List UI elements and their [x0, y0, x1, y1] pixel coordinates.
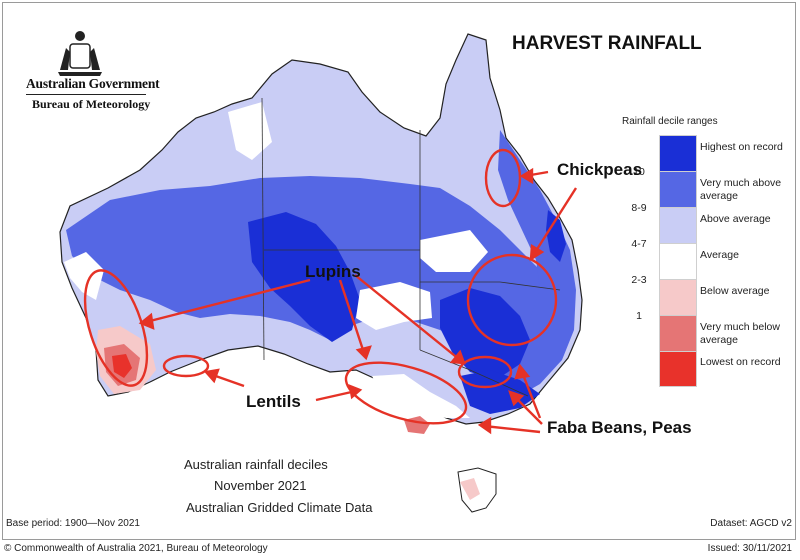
legend-label: Below average	[700, 285, 770, 297]
lupins-ellipse-wa	[83, 269, 149, 387]
lentils-label: Lentils	[246, 392, 301, 411]
annotation-arrows	[138, 167, 578, 435]
legend-swatch	[659, 351, 697, 387]
legend-label: Very much above average	[700, 177, 782, 202]
legend-decile: 1	[636, 310, 642, 322]
legend-swatch	[659, 279, 697, 317]
chickpeas-arrowhead-1	[519, 167, 534, 185]
chickpeas-ellipse-north	[484, 148, 522, 208]
dataset-label: Dataset: AGCD v2	[710, 518, 792, 529]
average-se-coast	[372, 374, 470, 418]
legend-decile: 8-9	[631, 202, 647, 214]
caption-line-2: November 2021	[214, 478, 307, 493]
nsw-vic-border	[419, 349, 529, 397]
branding-divider	[26, 94, 146, 95]
legend-row: Lowest on record	[650, 351, 800, 387]
faba-beans-peas-label: Faba Beans, Peas	[547, 418, 692, 437]
legend-swatch	[659, 315, 697, 353]
faba-arrowhead-2	[514, 363, 531, 380]
lowest-on-record-sw-wa	[112, 354, 132, 378]
legend-row: Below average	[650, 279, 800, 317]
legend-decile: 4-7	[631, 238, 647, 250]
average-nt-patch	[228, 102, 272, 160]
legend-decile: 2-3	[631, 274, 647, 286]
chickpeas-ellipse-south	[466, 253, 558, 347]
average-qld-patch	[420, 230, 488, 272]
faba-arrowhead-1	[508, 390, 525, 407]
legend-decile: 10	[633, 166, 645, 178]
legend-label: Very much below average	[700, 321, 780, 346]
legend-row: Highest on record	[650, 135, 800, 173]
tasmania-below-average	[460, 478, 480, 500]
lentils-ellipse-sa	[344, 361, 468, 425]
lupins-arrow-sa	[338, 279, 366, 354]
legend-swatch	[659, 135, 697, 173]
lupins-arrow-nsw	[354, 274, 461, 361]
legend-title: Rainfall decile ranges	[622, 116, 718, 127]
faba-arrow-2	[520, 371, 542, 419]
chickpeas-arrow-2	[532, 187, 578, 255]
qld-nsw-border	[499, 281, 561, 291]
chickpeas-arrowhead-2	[529, 243, 545, 262]
lupins-label: Lupins	[305, 262, 361, 281]
legend-row: Above average	[650, 207, 800, 245]
legend-swatch	[659, 207, 697, 245]
agency-name: Bureau of Meteorology	[32, 97, 151, 111]
government-name: Australian Government	[26, 76, 160, 91]
legend-label: Above average	[700, 213, 771, 225]
legend-row: Very much below average	[650, 315, 800, 353]
lupins-arrowhead-nsw	[449, 349, 466, 365]
caption-line-1: Australian rainfall deciles	[184, 457, 328, 472]
lupins-arrow-wa	[145, 278, 311, 324]
lentils-arrowhead-wa	[203, 368, 220, 384]
chickpeas-label: Chickpeas	[557, 160, 643, 179]
issued-date: Issued: 30/11/2021	[707, 543, 792, 554]
legend-swatch	[659, 171, 697, 209]
highest-on-record-coast	[546, 210, 566, 262]
legend-swatch	[659, 243, 697, 281]
lupins-arrowhead-sa	[355, 345, 372, 361]
legend-label: Average	[700, 249, 739, 261]
legend-label: Lowest on record	[700, 356, 781, 368]
lentils-ellipse-wa	[162, 354, 210, 378]
faba-ellipse-nsw	[457, 355, 513, 389]
lentils-arrow-sa	[315, 389, 357, 402]
lentils-arrowhead-sa	[348, 384, 363, 400]
legend-row: Very much above average	[650, 171, 800, 209]
legend-label: Highest on record	[700, 141, 783, 153]
average-wa-coast	[64, 252, 104, 300]
copyright-notice: © Commonwealth of Australia 2021, Bureau…	[4, 543, 268, 554]
very-much-above-average-east	[498, 130, 576, 400]
faba-arrowhead-3	[477, 416, 492, 435]
coat-of-arms-logo	[58, 31, 102, 76]
base-period: Base period: 1900—Nov 2021	[6, 518, 140, 529]
faba-arrow-3	[483, 424, 541, 434]
page-title: HARVEST RAINFALL	[512, 33, 702, 54]
caption-line-3: Australian Gridded Climate Data	[186, 500, 373, 515]
lupins-arrowhead-wa	[138, 312, 155, 330]
wa-nt-border	[261, 97, 265, 361]
annotation-marks	[83, 148, 558, 425]
legend-row: Average	[650, 243, 800, 281]
below-average-victoria	[404, 416, 430, 434]
state-borders	[261, 97, 561, 397]
highest-on-record-central	[248, 212, 360, 342]
